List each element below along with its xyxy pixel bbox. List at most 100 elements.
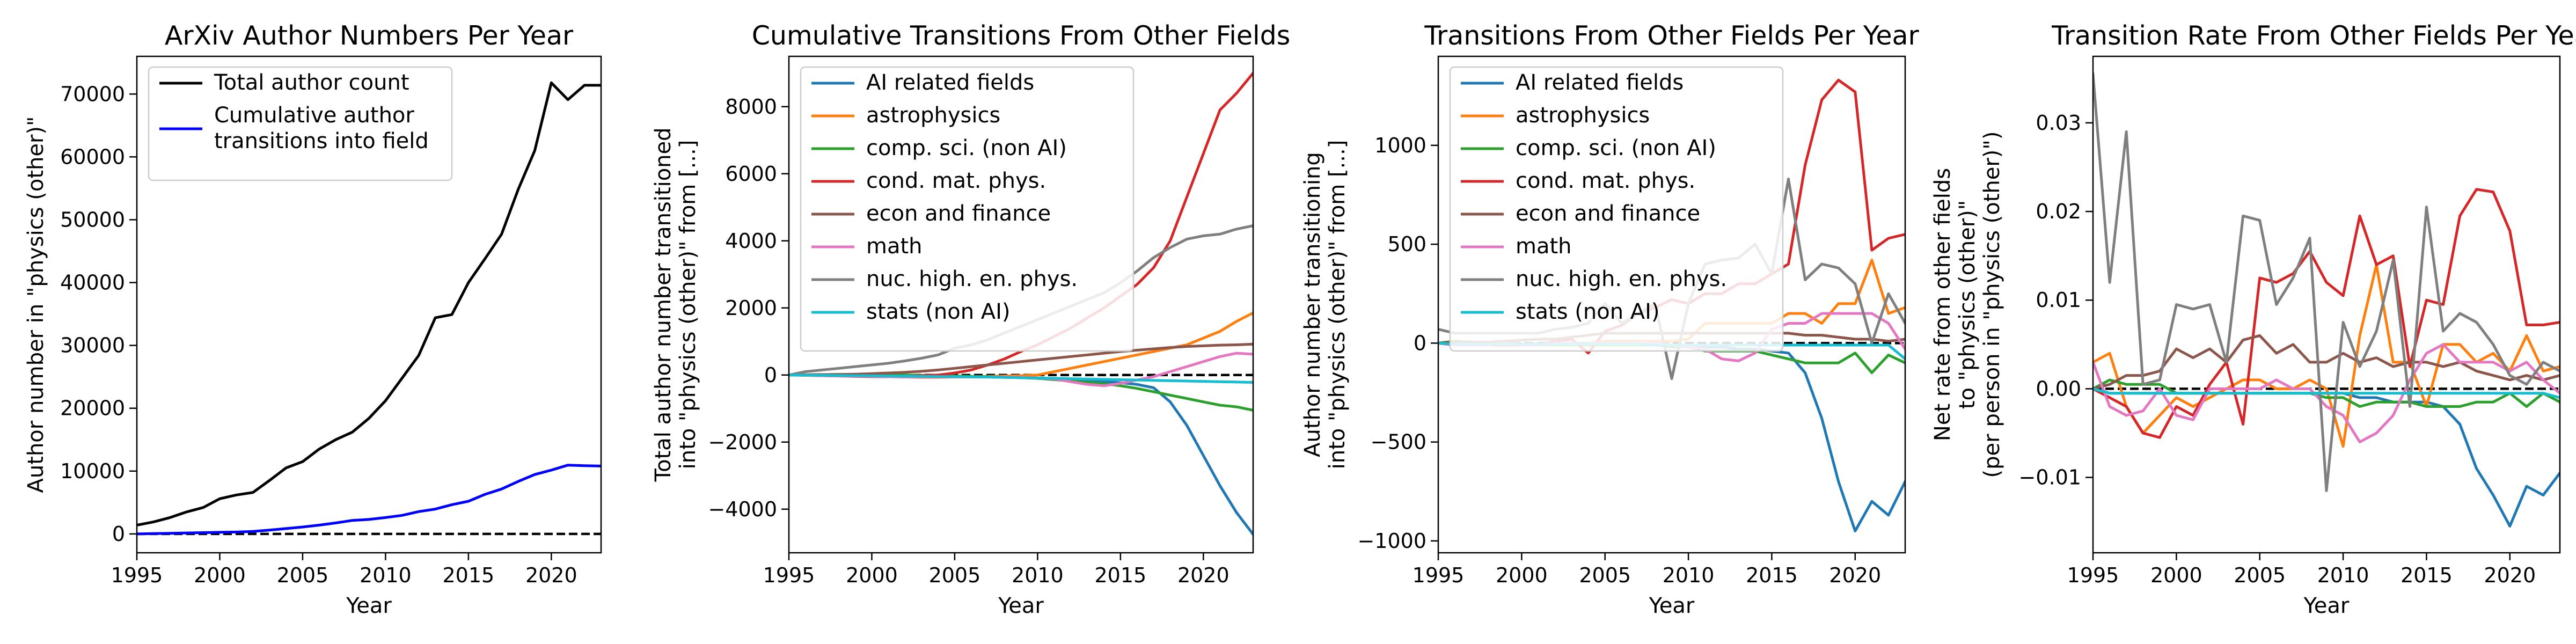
y-tick-label: 0 bbox=[1414, 331, 1426, 355]
legend-entry-7: nuc. high. en. phys. bbox=[866, 267, 1078, 291]
y-tick-label: 50000 bbox=[60, 208, 125, 231]
legend-entry-8: stats (non AI) bbox=[1516, 299, 1660, 324]
series-line-8 bbox=[789, 374, 1253, 384]
x-tick-label: 2015 bbox=[1094, 564, 1146, 587]
legend: Total author count Cumulative author trans… bbox=[148, 66, 453, 181]
y-tick-label: 4000 bbox=[725, 229, 777, 253]
legend-entry-1: AI related fields bbox=[1516, 70, 1684, 95]
y-axis-label: Total author number transitionedinto "ph… bbox=[651, 127, 700, 482]
legend-entry-8: stats (non AI) bbox=[866, 299, 1011, 324]
x-tick-label: 1995 bbox=[111, 564, 163, 587]
series-line-1 bbox=[137, 81, 601, 527]
x-tick-label: 1995 bbox=[1413, 564, 1465, 587]
x-tick-label: 2015 bbox=[442, 564, 494, 587]
x-axis-label: Year bbox=[1649, 594, 1695, 618]
y-tick-label: −0.01 bbox=[2019, 466, 2081, 489]
x-tick-label: 2015 bbox=[1746, 564, 1798, 587]
legend-entry-5: econ and finance bbox=[1516, 201, 1700, 226]
series-line-4 bbox=[2093, 188, 2560, 439]
x-tick-label: 2000 bbox=[1496, 564, 1548, 587]
x-tick-label: 2010 bbox=[1012, 564, 1064, 587]
x-tick-label: 2020 bbox=[525, 564, 577, 587]
y-axis-label: Author number transitioninginto "physics… bbox=[1300, 140, 1350, 470]
y-tick-label: 1000 bbox=[1374, 134, 1426, 157]
legend-entry-2: Cumulative author transitions into field bbox=[214, 103, 429, 153]
y-tick-label: 0 bbox=[764, 363, 777, 387]
x-axis-label: Year bbox=[2303, 594, 2350, 618]
chart-panel-3: Transitions From Other Fields Per Year 19… bbox=[1300, 20, 1920, 618]
axes-frame bbox=[2092, 55, 2561, 554]
y-tick-label: 10000 bbox=[60, 459, 125, 483]
x-tick-label: 2020 bbox=[2484, 564, 2536, 587]
legend-entry-3: comp. sci. (non AI) bbox=[866, 136, 1067, 160]
x-tick-label: 2010 bbox=[360, 564, 412, 587]
series-line-2 bbox=[137, 464, 601, 536]
legend-frame bbox=[148, 66, 453, 181]
legend-frame bbox=[800, 66, 1135, 352]
x-tick-label: 2010 bbox=[1663, 564, 1715, 587]
y-tick-label: 0.03 bbox=[2036, 111, 2081, 135]
axes-frame bbox=[1437, 55, 1906, 554]
chart-title: Cumulative Transitions From Other Fields bbox=[752, 20, 1291, 51]
legend-entry-7: nuc. high. en. phys. bbox=[1516, 267, 1727, 291]
y-tick-label: 6000 bbox=[725, 162, 777, 186]
y-tick-label: 500 bbox=[1387, 232, 1426, 256]
y-tick-label: 8000 bbox=[725, 95, 777, 119]
chart-panel-2: Cumulative Transitions From Other Fields… bbox=[651, 20, 1290, 618]
y-tick-label: 40000 bbox=[60, 271, 125, 295]
y-tick-label: 0.02 bbox=[2036, 200, 2081, 223]
chart-panel-1: ArXiv Author Numbers Per Year 1995 2000 200… bbox=[24, 20, 602, 618]
x-tick-label: 2000 bbox=[846, 564, 898, 587]
series-line-6 bbox=[2093, 343, 2560, 443]
y-tick-label: 0.00 bbox=[2036, 377, 2081, 400]
legend: AI related fields astrophysics comp. sci. … bbox=[1449, 66, 1784, 352]
x-tick-label: 2020 bbox=[1829, 564, 1881, 587]
y-tick-label: −2000 bbox=[708, 430, 777, 454]
y-tick-label: 30000 bbox=[60, 334, 125, 357]
legend-entry-4: cond. mat. phys. bbox=[866, 169, 1046, 193]
legend-entry-6: math bbox=[1516, 234, 1572, 259]
chart-title: ArXiv Author Numbers Per Year bbox=[165, 20, 574, 51]
x-tick-label: 2010 bbox=[2317, 564, 2369, 587]
series-line-7 bbox=[2093, 72, 2560, 492]
series-lines bbox=[137, 81, 601, 536]
legend: AI related fields astrophysics comp. sci. … bbox=[800, 66, 1135, 352]
series-line-5 bbox=[2093, 334, 2560, 390]
y-axis-label: Author number in "physics (other)" bbox=[24, 116, 48, 493]
x-tick-label: 2005 bbox=[2234, 564, 2286, 587]
y-tick-label: 60000 bbox=[60, 145, 125, 169]
legend-entry-1: Total author count bbox=[214, 70, 409, 95]
legend-entry-1: AI related fields bbox=[866, 70, 1034, 95]
series-line-8 bbox=[2093, 387, 2560, 399]
x-tick-label: 2015 bbox=[2401, 564, 2453, 587]
axes-frame bbox=[788, 55, 1254, 554]
legend-entry-6: math bbox=[866, 234, 923, 259]
axes-frame bbox=[136, 55, 602, 554]
x-axis-label: Year bbox=[346, 594, 392, 618]
y-tick-label: 0 bbox=[112, 522, 125, 546]
x-tick-label: 2000 bbox=[194, 564, 246, 587]
legend-entry-2: astrophysics bbox=[866, 103, 1000, 128]
legend-frame bbox=[1449, 66, 1784, 352]
y-tick-label: 0.01 bbox=[2036, 288, 2081, 312]
x-tick-label: 2005 bbox=[277, 564, 329, 587]
x-tick-label: 2005 bbox=[1579, 564, 1631, 587]
chart-title: Transition Rate From Other Fields Per Ye… bbox=[2051, 20, 2576, 51]
x-tick-label: 2005 bbox=[929, 564, 981, 587]
series-line-5 bbox=[789, 342, 1253, 377]
x-tick-label: 2000 bbox=[2150, 564, 2202, 587]
x-tick-label: 1995 bbox=[763, 564, 815, 587]
chart-title: Transitions From Other Fields Per Year bbox=[1424, 20, 1919, 51]
y-tick-label: 2000 bbox=[725, 296, 777, 320]
y-axis-label: Net rate from other fieldsto "physics (o… bbox=[1930, 131, 2004, 478]
y-tick-label: −4000 bbox=[708, 497, 777, 521]
x-tick-label: 1995 bbox=[2067, 564, 2119, 587]
x-axis-label: Year bbox=[998, 594, 1044, 618]
legend-entry-3: comp. sci. (non AI) bbox=[1516, 136, 1716, 160]
y-tick-label: 70000 bbox=[60, 82, 125, 106]
x-tick-label: 2020 bbox=[1177, 564, 1230, 587]
chart-panel-4: Transition Rate From Other Fields Per Ye… bbox=[1930, 20, 2576, 618]
legend-entry-5: econ and finance bbox=[866, 201, 1051, 226]
series-lines bbox=[2093, 72, 2560, 528]
